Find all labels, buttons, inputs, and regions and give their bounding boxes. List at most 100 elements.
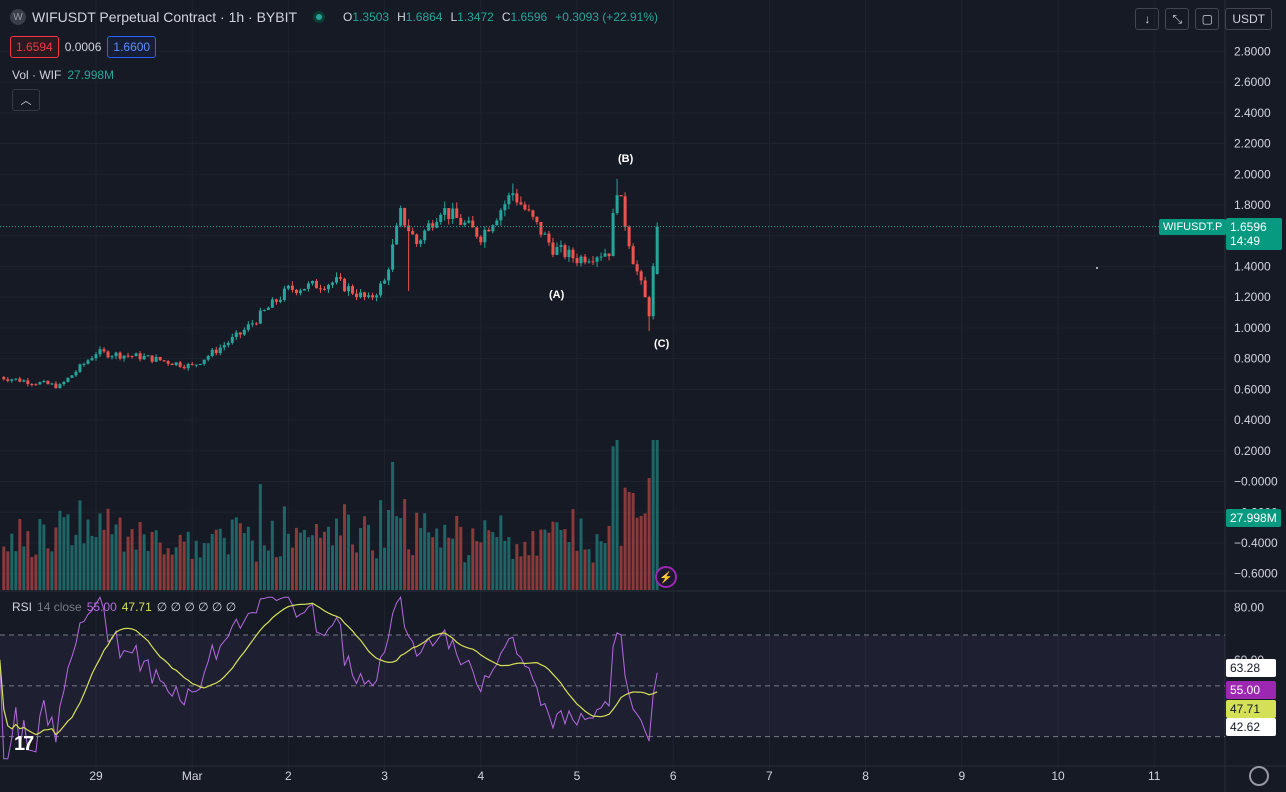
candle-body [330, 282, 334, 285]
volume-bar [603, 543, 607, 590]
volume-bar [106, 508, 110, 590]
volume-bar [206, 543, 210, 590]
candle-body [254, 323, 258, 325]
compress-icon[interactable]: ⤡ [1165, 8, 1190, 30]
time-tick-label: Mar [182, 769, 203, 783]
volume-bar [435, 528, 439, 590]
candle-body [318, 288, 322, 290]
symbol-title[interactable]: WIFUSDT Perpetual Contract · 1h · BYBIT [32, 9, 298, 25]
candle-body [651, 266, 655, 317]
gear-icon[interactable] [1249, 766, 1269, 786]
volume-bar [491, 532, 495, 590]
volume-bar [18, 519, 22, 590]
candle-body [391, 244, 395, 270]
volume-bar [274, 557, 278, 590]
candle-body [50, 383, 54, 385]
rsi-label: RSI [12, 600, 33, 614]
candle-body [571, 249, 575, 259]
candle-body [443, 208, 447, 215]
candle-body [278, 299, 282, 302]
buy-button[interactable]: 1.6600 [107, 36, 157, 58]
volume-bar [182, 541, 186, 590]
candle-body [78, 364, 82, 372]
candle-body [306, 283, 310, 289]
price-tick-label: 0.6000 [1234, 382, 1271, 396]
volume-bar [134, 549, 138, 590]
time-tick-label: 9 [958, 769, 965, 783]
low-label: L [450, 10, 458, 24]
volume-bar [375, 558, 379, 590]
last-price-tag: 1.6596 14:49 [1226, 218, 1282, 250]
volume-bar [74, 534, 78, 590]
low-value: 1.3472 [457, 10, 494, 24]
rsi-legend[interactable]: RSI 14 close 55.00 47.71 ∅ ∅ ∅ ∅ ∅ ∅ [12, 600, 236, 614]
volume-bar [226, 554, 230, 590]
volume-bar [627, 491, 631, 590]
candle-body [595, 257, 599, 262]
volume-bar [6, 551, 10, 590]
candle-body [70, 375, 74, 378]
volume-bar [278, 556, 282, 590]
volume-bar [563, 529, 567, 590]
volume-bar [46, 548, 50, 590]
volume-bar [635, 517, 639, 590]
candle-body [623, 196, 627, 227]
volume-bar [294, 527, 298, 590]
volume-bar [94, 537, 98, 590]
candle-body [455, 208, 459, 219]
candle-body [423, 230, 427, 241]
rsi-value-tag: 55.00 [1226, 681, 1276, 699]
sell-button[interactable]: 1.6594 [10, 36, 59, 58]
currency-select[interactable]: USDT [1225, 8, 1272, 30]
volume-bar [547, 532, 551, 590]
candle-body [26, 380, 30, 385]
volume-bar [527, 555, 531, 590]
collapse-legend-button[interactable]: ︿ [12, 89, 40, 111]
candle-body [363, 292, 367, 298]
volume-bar [367, 524, 371, 590]
price-tick-label: 1.0000 [1234, 321, 1271, 335]
volume-bar [427, 532, 431, 590]
volume-bar [146, 550, 150, 590]
price-tick-label: 2.0000 [1234, 167, 1271, 181]
rsi-lower-tag: 42.62 [1226, 718, 1276, 736]
volume-bar [50, 551, 54, 590]
candle-body [503, 204, 507, 211]
volume-bar [387, 510, 391, 590]
candle-body [298, 290, 302, 294]
volume-bar [431, 537, 435, 590]
candle-body [322, 288, 326, 290]
open-label: O [343, 10, 353, 24]
volume-bar [310, 535, 314, 590]
candle-body [198, 363, 202, 365]
candle-body [343, 278, 347, 292]
volume-bar [395, 516, 399, 590]
volume-bar [254, 561, 258, 590]
candle-body [274, 299, 278, 302]
lightning-icon[interactable]: ⚡ [655, 566, 677, 588]
arrow-down-icon[interactable]: ↓ [1135, 8, 1160, 30]
volume-bar [623, 487, 627, 590]
volume-bar [86, 519, 90, 590]
volume-bar [651, 440, 655, 590]
candle-body [246, 324, 250, 330]
candle-body [355, 293, 359, 298]
candle-body [174, 362, 178, 366]
volume-legend[interactable]: Vol · WIF 27.998M [12, 68, 114, 82]
price-tick-label: −0.0000 [1234, 475, 1278, 489]
candle-body [158, 356, 162, 361]
fullscreen-icon[interactable]: ▢ [1195, 8, 1220, 30]
candle-body [294, 289, 298, 294]
candle-body [615, 195, 619, 214]
volume-bar [495, 537, 499, 590]
volume-bar [607, 525, 611, 590]
candle-body [507, 195, 511, 205]
volume-bar [54, 527, 58, 590]
volume-bar [222, 537, 226, 590]
candle-body [62, 381, 66, 385]
volume-bar [579, 518, 583, 590]
volume-bar [82, 543, 86, 590]
volume-bar [455, 515, 459, 590]
market-open-icon [313, 11, 326, 23]
